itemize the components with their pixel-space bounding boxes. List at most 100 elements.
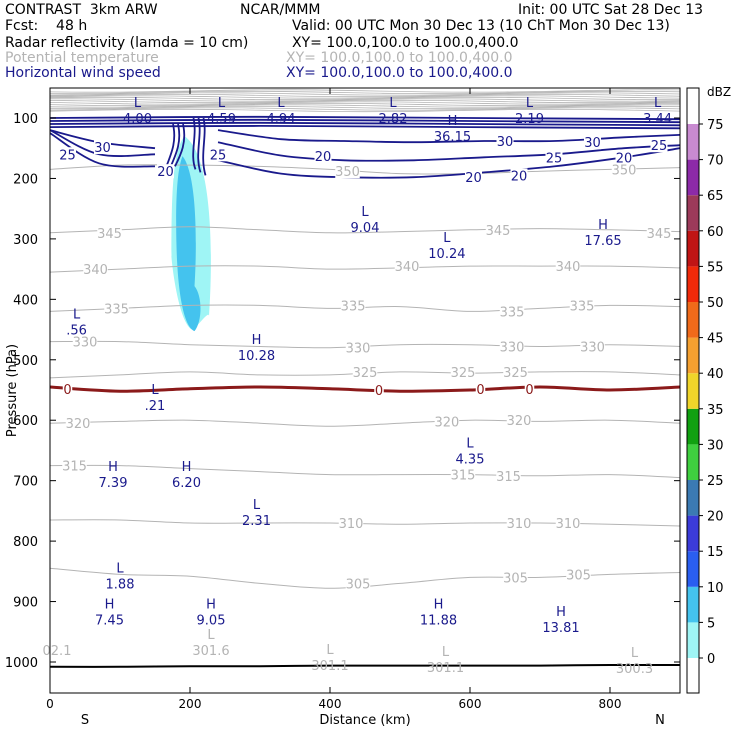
field1-xy: XY= 100.0,100.0 to 100.0,400.0 xyxy=(292,35,519,51)
theta-contour-label-bg xyxy=(345,340,371,355)
wind-extremum-marker: H xyxy=(598,218,608,233)
wind-extremum-value: 10.24 xyxy=(428,247,465,262)
theta-contour-label-bg xyxy=(335,164,360,179)
theta-contour-label: 330 xyxy=(580,340,605,355)
field3-name: Horizontal wind speed xyxy=(5,65,161,81)
theta-extremum-marker: L xyxy=(442,645,450,660)
theta-contour-label: 310 xyxy=(507,517,532,532)
field1-name: Radar reflectivity (lamda = 10 cm) xyxy=(5,35,249,51)
column-wind-contour xyxy=(174,123,186,167)
theta-contour-label-bg xyxy=(580,339,605,354)
wind-contour-label-bg xyxy=(510,168,528,183)
colorbar-swatch-60 xyxy=(687,230,699,267)
wind-extremum-value: 4.35 xyxy=(456,452,485,467)
theta-contour-350 xyxy=(50,164,680,175)
wind-contour-25-right xyxy=(217,141,680,162)
x-tick-label: 800 xyxy=(599,697,622,711)
theta-contour-label-bg xyxy=(506,413,532,428)
colorbar-swatch-20 xyxy=(687,515,699,552)
wind-contour-label-bg xyxy=(615,150,633,165)
wind-extremum-marker: L xyxy=(134,96,142,111)
field2-xy: XY= 100.0,100.0 to 100.0,400.0 xyxy=(286,50,513,66)
y-tick-label: 600 xyxy=(13,414,38,429)
colorbar-swatch-75 xyxy=(687,124,699,160)
upper-theta-contour xyxy=(50,105,680,110)
theta-contour-label: 345 xyxy=(647,227,672,242)
wind-extremum-marker: L xyxy=(218,96,226,111)
theta-contour-label: 315 xyxy=(496,470,521,485)
upper-theta-contour xyxy=(50,99,680,104)
theta-contour-label: 320 xyxy=(66,417,91,432)
colorbar-swatch-55 xyxy=(687,266,699,302)
theta-contour-label: 325 xyxy=(451,366,476,381)
wind-contour-label: 30 xyxy=(497,135,514,150)
wind-extremum-value: .21 xyxy=(145,399,166,414)
theta-contour-label-bg xyxy=(506,515,532,530)
colorbar-label: 35 xyxy=(707,403,724,418)
theta-contour-label-bg xyxy=(499,304,525,319)
theta-contour-label-bg xyxy=(503,570,528,585)
wind-contour-label: 20 xyxy=(157,165,174,180)
contour-labels: 350 350 345 345 345 340 340 340 335 335 335 335 330 3… xyxy=(43,96,673,677)
wind-extremum-value: 7.45 xyxy=(95,614,124,629)
theta-contour-label-bg xyxy=(450,364,476,379)
x-axis-label: Distance (km) xyxy=(319,713,410,728)
x-axis-end-label-right: N xyxy=(655,713,665,728)
theta-contour-label-bg xyxy=(83,262,108,277)
theta-contour-label-bg xyxy=(65,416,91,431)
x-tick-label: 400 xyxy=(319,697,342,711)
wind-extremum-value: 9.04 xyxy=(351,221,380,236)
upper-theta-contour xyxy=(50,104,680,108)
wind-contour-30-right xyxy=(217,129,680,144)
theta-contour-label: 325 xyxy=(353,366,378,381)
theta-contour-label: 305 xyxy=(346,577,371,592)
institution-label: NCAR/MMM xyxy=(240,2,321,18)
theta-contour-label: 350 xyxy=(335,165,360,180)
theta-contour-label: 315 xyxy=(62,460,87,475)
theta-contour-label: 320 xyxy=(434,415,459,430)
wind-extremum-marker: L xyxy=(361,205,369,220)
colorbar-border xyxy=(686,87,700,694)
wind-extremum-marker: L xyxy=(526,96,534,111)
wind-extremum-marker: L xyxy=(443,231,451,246)
colorbar: 0 5 10 15 20 25 30 35 40 45 50 55 60 65 70 75 dBZ xyxy=(686,85,731,694)
x-axis-end-label-left: S xyxy=(81,713,89,728)
theta-contour-label-bg xyxy=(485,222,511,237)
theta-contour-label: 305 xyxy=(566,568,591,583)
wind-contour-label-bg xyxy=(496,133,514,148)
wind-extremum-marker: H xyxy=(206,598,216,613)
wind-contour-label: 25 xyxy=(651,139,668,154)
wind-extremum-marker: L xyxy=(277,96,285,111)
x-tick-label: 600 xyxy=(459,697,482,711)
jet-core-contour xyxy=(50,124,680,130)
wind-extremum-marker: H xyxy=(108,460,118,475)
y-tick-label: 200 xyxy=(13,172,38,187)
zero-wind-label-bg xyxy=(62,381,73,396)
colorbar-swatch-5 xyxy=(687,622,699,658)
colorbar-swatch-25 xyxy=(687,480,699,516)
wind-extremum-marker: H xyxy=(105,598,115,613)
theta-contour-label: 310 xyxy=(556,517,581,532)
theta-contour-label-bg xyxy=(499,339,525,354)
colorbar-label: 10 xyxy=(707,581,724,596)
wind-extremum-marker: H xyxy=(252,333,262,348)
theta-contour-label-bg xyxy=(450,467,476,482)
theta-contour-345 xyxy=(50,226,680,234)
wind-contour-label: 20 xyxy=(465,171,482,186)
forecast-hour: Fcst: 48 h xyxy=(5,18,88,34)
theta-contour-label-bg xyxy=(611,162,637,177)
colorbar-swatch-40 xyxy=(687,373,699,409)
wind-contour-label: 25 xyxy=(210,148,227,163)
theta-contour-315 xyxy=(50,464,680,479)
wind-extremum-value: 6.20 xyxy=(172,476,201,491)
wind-contour-label-bg xyxy=(545,150,563,165)
wind-extremum-marker: L xyxy=(116,561,124,576)
colorbar-swatch-70 xyxy=(687,159,699,196)
wind-extremum-value: .56 xyxy=(66,324,87,339)
colorbar-label: 0 xyxy=(707,652,715,667)
wind-contours xyxy=(50,115,680,179)
wind-extremum-value: 4.94 xyxy=(267,112,296,127)
wind-extremum-marker: L xyxy=(389,96,397,111)
y-tick-label: 100 xyxy=(13,112,38,127)
wind-contour-25-left xyxy=(50,129,156,157)
